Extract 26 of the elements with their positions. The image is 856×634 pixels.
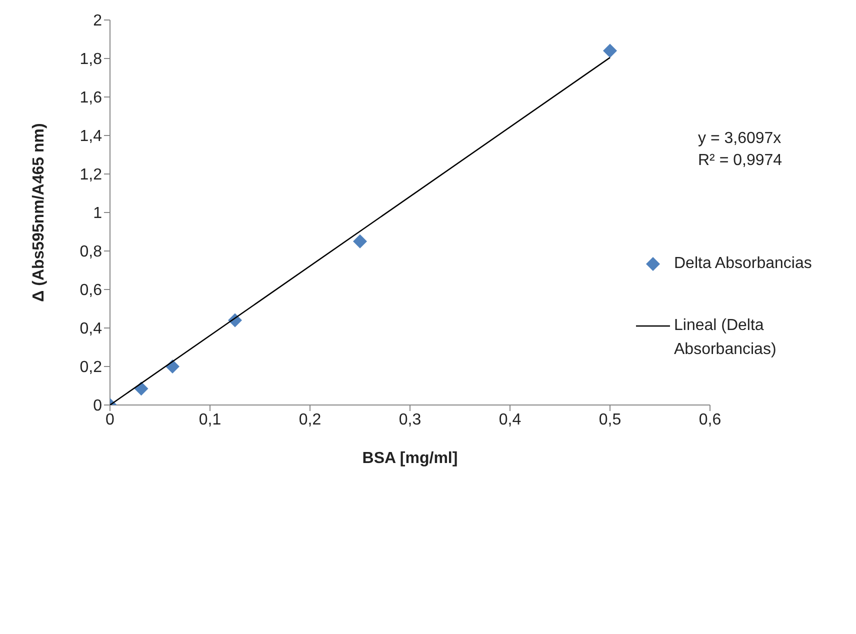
y-axis-title: Δ (Abs595nm/A465 nm) [30,123,48,302]
x-tick-label: 0,3 [398,411,422,428]
y-tick-label: 1,4 [80,128,102,146]
y-tick-label: 0,2 [80,359,102,376]
x-tick-label: 0 [106,411,115,428]
legend-label: Lineal (Delta Absorbancias) [674,316,778,360]
x-tick-label: 0,4 [498,411,522,428]
annotation: R² = 0,9974 [698,151,782,171]
point [353,234,367,248]
y-tick-label: 2 [93,12,102,30]
y-tick-label: 0,6 [80,282,102,300]
annotation: y = 3,6097x [698,129,782,149]
x-tick-label: 0,2 [298,411,322,428]
y-tick-label: 1,8 [80,51,102,68]
x-tick-label: 0,6 [698,411,722,428]
legend-label: Delta Absorbancias [674,254,813,274]
point [603,44,617,58]
y-tick-label: 0 [93,398,102,415]
y-tick-label: 0,8 [80,244,102,261]
y-tick-label: 0,4 [80,320,102,338]
x-tick-label: 0,5 [598,411,622,428]
y-tick-label: 1,2 [80,166,102,184]
x-tick-label: 0,1 [198,411,222,428]
y-tick-label: 1,6 [80,90,102,107]
y-tick-label: 1 [93,205,102,222]
x-axis-title: BSA [mg/ml] [362,450,458,467]
